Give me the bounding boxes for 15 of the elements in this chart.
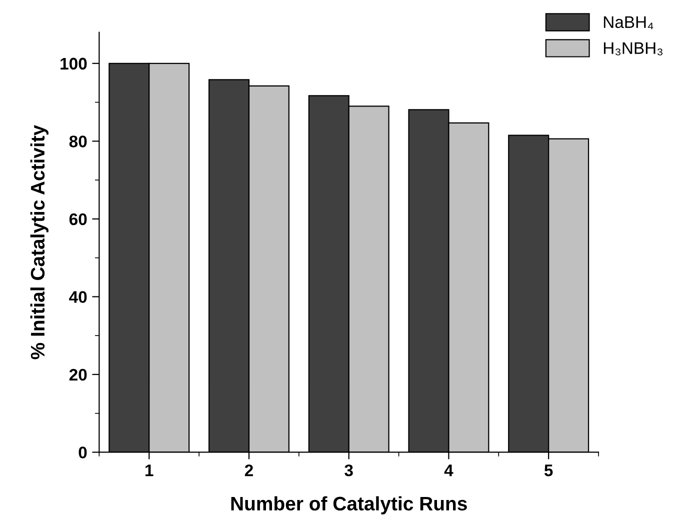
x-tick-label: 3 <box>344 464 353 476</box>
y-tick-label: 100 <box>60 58 87 70</box>
x-tick-label: 5 <box>544 464 553 476</box>
x-axis-title: Number of Catalytic Runs <box>231 496 467 514</box>
y-tick-label: 40 <box>69 291 87 303</box>
x-tick-label: 4 <box>444 464 454 476</box>
y-tick-label: 20 <box>69 368 87 381</box>
legend-label: NaBH₄ <box>604 16 654 30</box>
x-tick-label: 1 <box>146 464 154 476</box>
y-axis-title: % Initial Catalytic Activity <box>30 124 48 360</box>
x-tick-label: 2 <box>244 464 253 476</box>
y-tick-label: 60 <box>69 213 87 226</box>
legend-label: H₃NBH₃ <box>604 42 662 56</box>
y-tick-label: 0 <box>78 446 87 458</box>
y-tick-label: 80 <box>69 136 87 148</box>
